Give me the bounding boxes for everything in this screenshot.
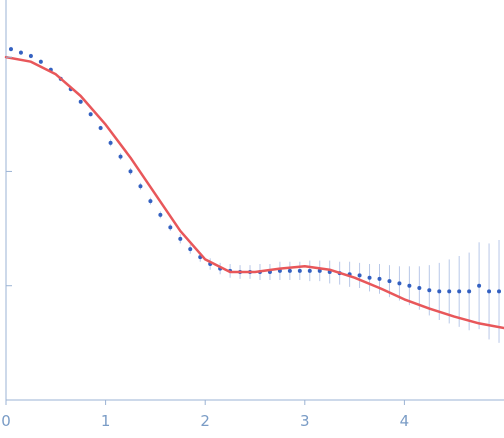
data-point bbox=[297, 268, 302, 273]
data-point bbox=[88, 112, 93, 117]
axis-ticks: 0 1 2 3 4 bbox=[1, 56, 410, 430]
data-point bbox=[497, 289, 502, 294]
data-point bbox=[98, 126, 103, 130]
data-point bbox=[467, 289, 472, 294]
x-tick-label: 3 bbox=[300, 412, 310, 430]
data-point bbox=[18, 50, 23, 55]
x-tick-label: 1 bbox=[101, 412, 111, 430]
data-point bbox=[287, 268, 292, 273]
data-point bbox=[487, 289, 492, 294]
data-point bbox=[128, 169, 133, 174]
data-point bbox=[38, 59, 43, 64]
data-point bbox=[158, 212, 163, 217]
x-tick-label: 4 bbox=[400, 412, 410, 430]
x-tick-label: 2 bbox=[200, 412, 210, 430]
data-point bbox=[477, 283, 482, 288]
data-point bbox=[447, 289, 452, 294]
data-point bbox=[118, 154, 123, 159]
data-point bbox=[138, 184, 143, 189]
data-point bbox=[367, 275, 372, 280]
data-point bbox=[387, 279, 392, 284]
data-point bbox=[78, 99, 83, 104]
x-tick-label: 0 bbox=[1, 412, 11, 430]
data-point bbox=[377, 276, 382, 281]
data-point bbox=[108, 140, 113, 145]
data-points bbox=[8, 47, 502, 294]
data-point bbox=[437, 289, 442, 294]
data-point bbox=[188, 247, 193, 252]
data-point bbox=[407, 283, 412, 288]
data-point bbox=[357, 273, 362, 278]
fit-curve-layer bbox=[4, 55, 504, 330]
data-point bbox=[397, 281, 402, 286]
error-bars bbox=[10, 46, 500, 343]
data-point bbox=[178, 236, 183, 241]
data-point bbox=[8, 47, 13, 52]
data-point bbox=[317, 268, 322, 273]
data-point bbox=[457, 289, 462, 294]
data-point bbox=[28, 54, 33, 58]
data-point bbox=[417, 286, 422, 290]
data-point bbox=[427, 288, 432, 293]
data-point bbox=[148, 199, 153, 204]
data-point bbox=[168, 225, 173, 230]
fit-curve bbox=[4, 55, 504, 330]
data-point bbox=[307, 268, 312, 273]
